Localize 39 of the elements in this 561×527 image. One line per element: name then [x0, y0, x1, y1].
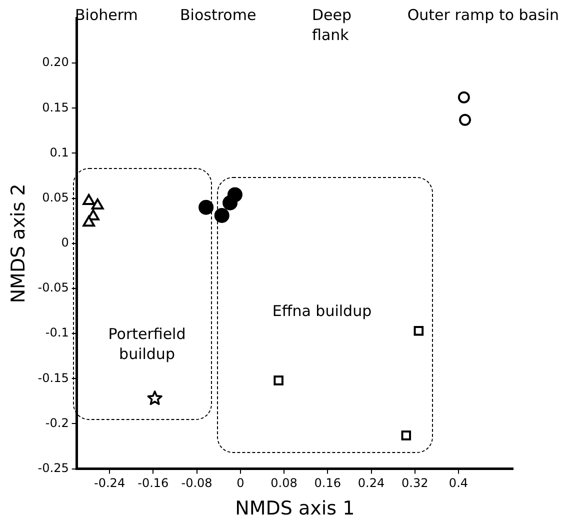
- x-tick-label: 0.4: [448, 476, 468, 490]
- y-tick-label: 0.15: [42, 100, 69, 114]
- point: [458, 91, 470, 104]
- x-tick-label: 0.08: [270, 476, 298, 490]
- y-tick-label: -0.05: [38, 280, 69, 295]
- y-tick-label: 0.05: [42, 190, 69, 204]
- y-axis-title: NMDS axis 2: [7, 184, 30, 304]
- annotation: Deep flank: [312, 6, 352, 44]
- point: [414, 326, 424, 336]
- y-tick-label: 0.1: [50, 145, 69, 160]
- point: [198, 200, 214, 215]
- y-tick-label: -0.2: [45, 416, 69, 430]
- x-tick-label: -0.08: [181, 476, 212, 490]
- annotation: Bioherm: [75, 6, 138, 24]
- point: [147, 390, 162, 406]
- x-tick-label: 0.32: [402, 476, 428, 490]
- x-tick-label: -0.16: [138, 476, 169, 490]
- x-tick-label: 0.16: [314, 476, 341, 490]
- annotation: Outer ramp to basin: [407, 6, 559, 24]
- y-tick-label: 0: [61, 236, 69, 250]
- y-tick-label: 0.20: [42, 55, 69, 70]
- x-axis-title: NMDS axis 1: [235, 498, 355, 520]
- y-tick-label: -0.1: [45, 326, 69, 340]
- point: [401, 430, 412, 440]
- x-tick-label: 0: [236, 476, 244, 490]
- x-tick-label: 0.24: [358, 476, 385, 490]
- annotation: Porterfield buildup: [108, 324, 186, 363]
- point: [459, 114, 472, 126]
- y-tick-label: -0.25: [38, 460, 69, 475]
- annotation: Effna buildup: [272, 302, 372, 320]
- point: [91, 198, 104, 210]
- y-tick-label: -0.15: [38, 370, 69, 385]
- point: [274, 376, 284, 386]
- annotation: Biostrome: [180, 6, 256, 24]
- point: [227, 187, 242, 202]
- point: [82, 216, 96, 227]
- x-tick-label: -0.24: [94, 476, 126, 490]
- point: [82, 194, 96, 206]
- point: [214, 208, 230, 223]
